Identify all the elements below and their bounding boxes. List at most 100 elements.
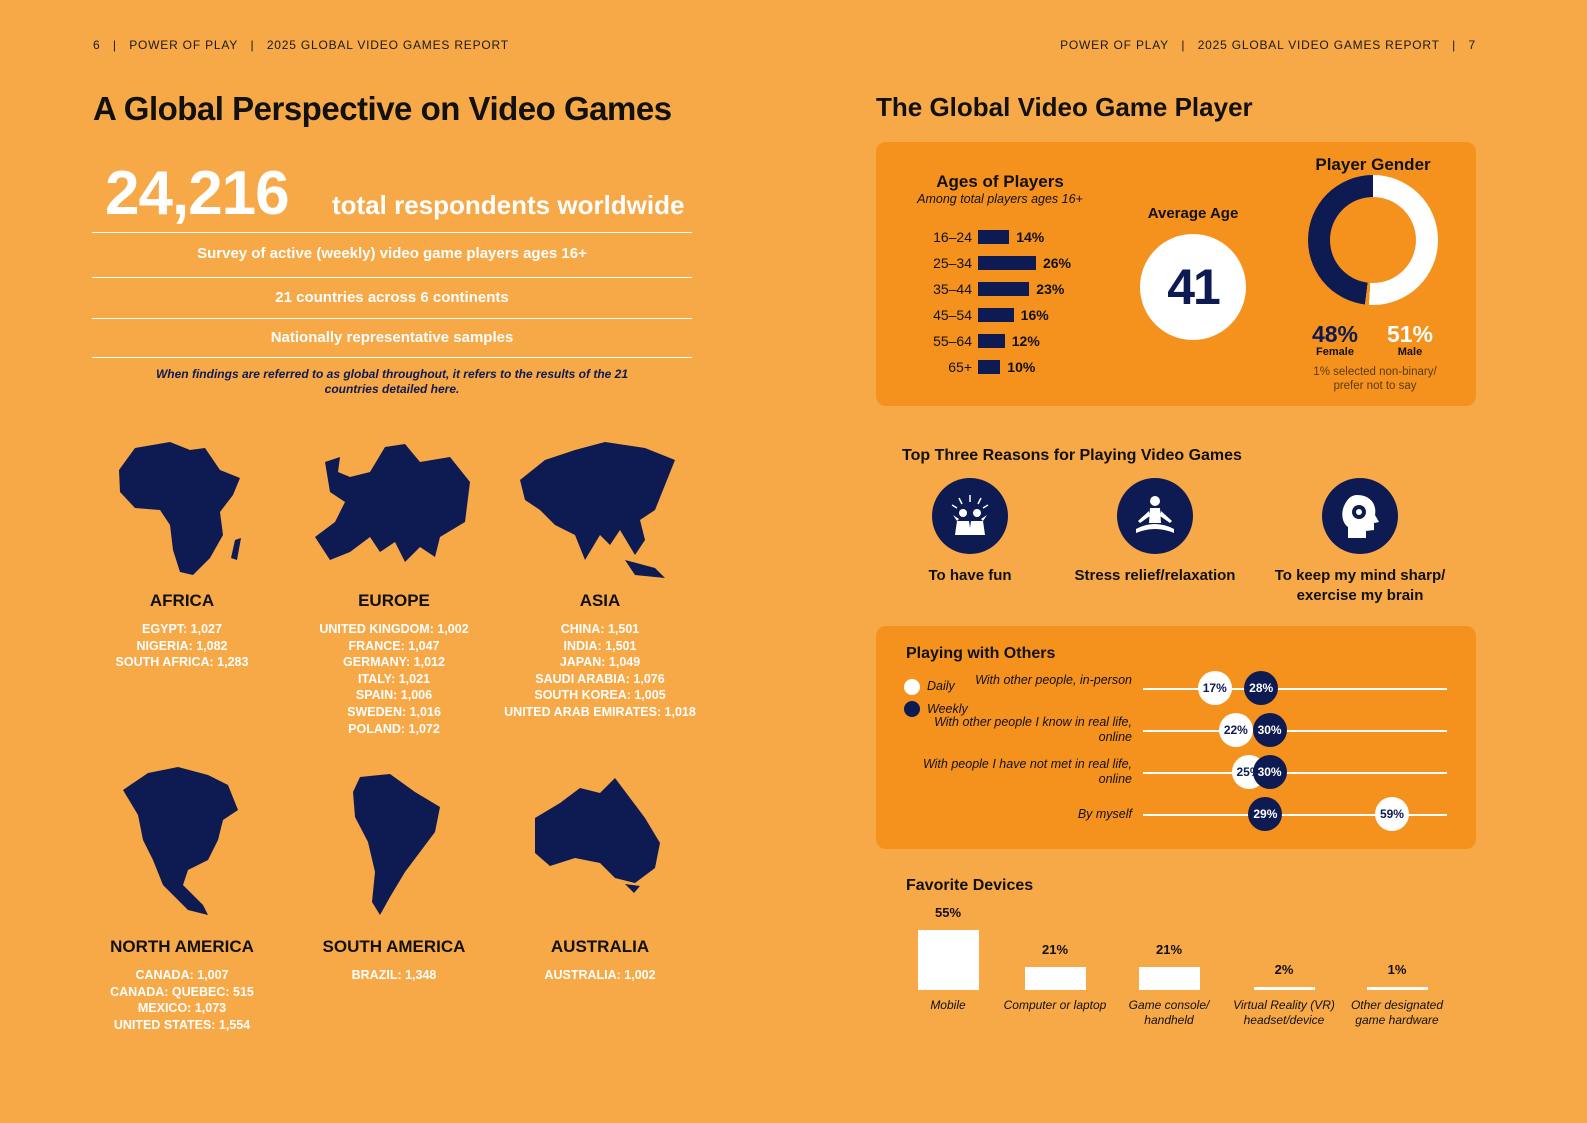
- age-group-label: 65+: [948, 359, 972, 375]
- country: ITALY: 1,021: [357, 671, 431, 686]
- header-left: 6 | POWER OF PLAY | 2025 GLOBAL VIDEO GA…: [93, 38, 509, 52]
- device-bar: [1367, 987, 1428, 990]
- age-bar: [978, 360, 1001, 374]
- row-line: [1143, 730, 1447, 732]
- country: CANADA: QUEBEC: 515: [110, 984, 254, 999]
- average-age-value: 41: [1140, 234, 1246, 340]
- legend-daily-swatch: [904, 679, 920, 695]
- playing-title: Playing with Others: [906, 645, 1056, 662]
- device-bar: [1139, 967, 1200, 990]
- country: JAPAN: 1,049: [559, 655, 641, 670]
- female-value: 48%: [1311, 321, 1359, 347]
- continent-name: EUROPE: [358, 591, 430, 610]
- devices-title: Favorite Devices: [906, 877, 1034, 894]
- female-stat: 48% Female: [1300, 322, 1370, 358]
- right-page-title: The Global Video Game Player: [876, 92, 1253, 122]
- age-group-label: 25–34: [933, 255, 972, 271]
- age-value: 16%: [1020, 307, 1049, 323]
- country: MEXICO: 1,073: [137, 1001, 227, 1016]
- country: INDIA: 1,501: [563, 638, 637, 653]
- divider: [92, 318, 692, 319]
- female-label: Female: [1300, 346, 1370, 358]
- country: SOUTH KOREA: 1,005: [534, 688, 666, 703]
- age-value: 26%: [1042, 255, 1071, 271]
- device-bar: [918, 930, 979, 990]
- country: POLAND: 1,072: [348, 721, 440, 736]
- fact-survey: Survey of active (weekly) video game pla…: [197, 245, 587, 262]
- gender-title: Player Gender: [1315, 155, 1431, 174]
- male-label: Male: [1397, 346, 1423, 358]
- ages-title: Ages of Players: [936, 172, 1064, 191]
- fact-countries: 21 countries across 6 continents: [275, 289, 509, 306]
- age-bar: [978, 308, 1014, 322]
- country: UNITED ARAB EMIRATES: 1,018: [504, 704, 696, 719]
- device-value: 1%: [1387, 962, 1407, 977]
- device-value: 21%: [1155, 942, 1183, 958]
- row-label: By myself: [1077, 807, 1132, 821]
- country: CHINA: 1,501: [560, 622, 640, 636]
- australia-map-icon: [535, 778, 660, 893]
- respondents-label: total respondents worldwide: [332, 190, 685, 220]
- continent-south-america: SOUTH AMERICA BRAZIL: 1,348: [274, 937, 514, 984]
- age-value: 23%: [1036, 281, 1065, 297]
- legend-weekly-label: Weekly: [927, 702, 968, 716]
- country: SPAIN: 1,006: [355, 688, 433, 703]
- continent-europe: EUROPE UNITED KINGDOM: 1,002 FRANCE: 1,04…: [274, 591, 514, 737]
- device-label: Computer or laptop: [1003, 998, 1107, 1012]
- divider: [92, 232, 692, 233]
- weekly-dot: 30%: [1252, 755, 1287, 789]
- cheering-people-icon: [932, 478, 1008, 554]
- continent-name: AFRICA: [149, 591, 215, 610]
- age-bar: [978, 230, 1010, 244]
- age-bar: [978, 256, 1036, 270]
- male-value: 51%: [1386, 321, 1434, 347]
- male-stat: 51% Male: [1375, 322, 1445, 358]
- ages-header: Ages of Players Among total players ages…: [900, 172, 1100, 206]
- gender-note: 1% selected non-binary/ prefer not to sa…: [1313, 366, 1437, 392]
- reason-label: Stress relief/relaxation: [1074, 567, 1236, 584]
- country: SWEDEN: 1,016: [347, 704, 441, 719]
- daily-dot: 22%: [1218, 713, 1253, 747]
- legend-daily-label: Daily: [927, 679, 955, 693]
- age-value: 10%: [1007, 359, 1036, 375]
- donut-hole: [1330, 197, 1416, 283]
- country: SOUTH AFRICA: 1,283: [115, 655, 249, 670]
- row-label: With other people, in-person: [975, 673, 1132, 687]
- legend-weekly-swatch: [904, 701, 920, 717]
- row-line: [1143, 772, 1447, 774]
- daily-dot: 17%: [1197, 671, 1232, 705]
- device-label: Mobile: [930, 998, 966, 1012]
- daily-dot: 59%: [1374, 797, 1409, 831]
- reason-label: To have fun: [928, 567, 1012, 584]
- age-bar: [978, 282, 1030, 296]
- reasons-title: Top Three Reasons for Playing Video Game…: [902, 447, 1242, 464]
- divider: [92, 357, 692, 358]
- page-number: 6: [93, 38, 101, 52]
- weekly-dot: 28%: [1244, 671, 1279, 705]
- country: BRAZIL: 1,348: [351, 968, 437, 982]
- country: EGYPT: 1,027: [142, 622, 222, 636]
- ages-subtitle: Among total players ages 16+: [917, 192, 1083, 206]
- south-america-map-icon: [353, 774, 440, 915]
- age-value: 12%: [1011, 333, 1040, 349]
- age-group-label: 35–44: [933, 281, 972, 297]
- age-value: 14%: [1016, 229, 1045, 245]
- female-label-text: Female: [1316, 346, 1354, 358]
- north-america-map-icon: [123, 767, 238, 915]
- country: AUSTRALIA: 1,002: [544, 968, 656, 982]
- country: NIGERIA: 1,082: [136, 638, 228, 653]
- continent-asia: ASIA CHINA: 1,501 INDIA: 1,501 JAPAN: 1,04…: [480, 591, 720, 721]
- device-value: 2%: [1274, 962, 1294, 977]
- africa-map-icon: [119, 442, 241, 575]
- weekly-dot: 30%: [1252, 713, 1287, 747]
- continent-australia: AUSTRALIA AUSTRALIA: 1,002: [480, 937, 720, 984]
- continent-name: SOUTH AMERICA: [322, 937, 466, 956]
- device-bar: [1025, 967, 1086, 990]
- device-label: Game console/ handheld: [1128, 998, 1210, 1027]
- divider: [92, 277, 692, 278]
- device-value: 55%: [934, 905, 962, 921]
- europe-map-icon: [315, 444, 470, 562]
- country: CANADA: 1,007: [135, 968, 229, 982]
- page-number: 7: [1468, 38, 1476, 52]
- device-label: Virtual Reality (VR) headset/device: [1233, 998, 1335, 1027]
